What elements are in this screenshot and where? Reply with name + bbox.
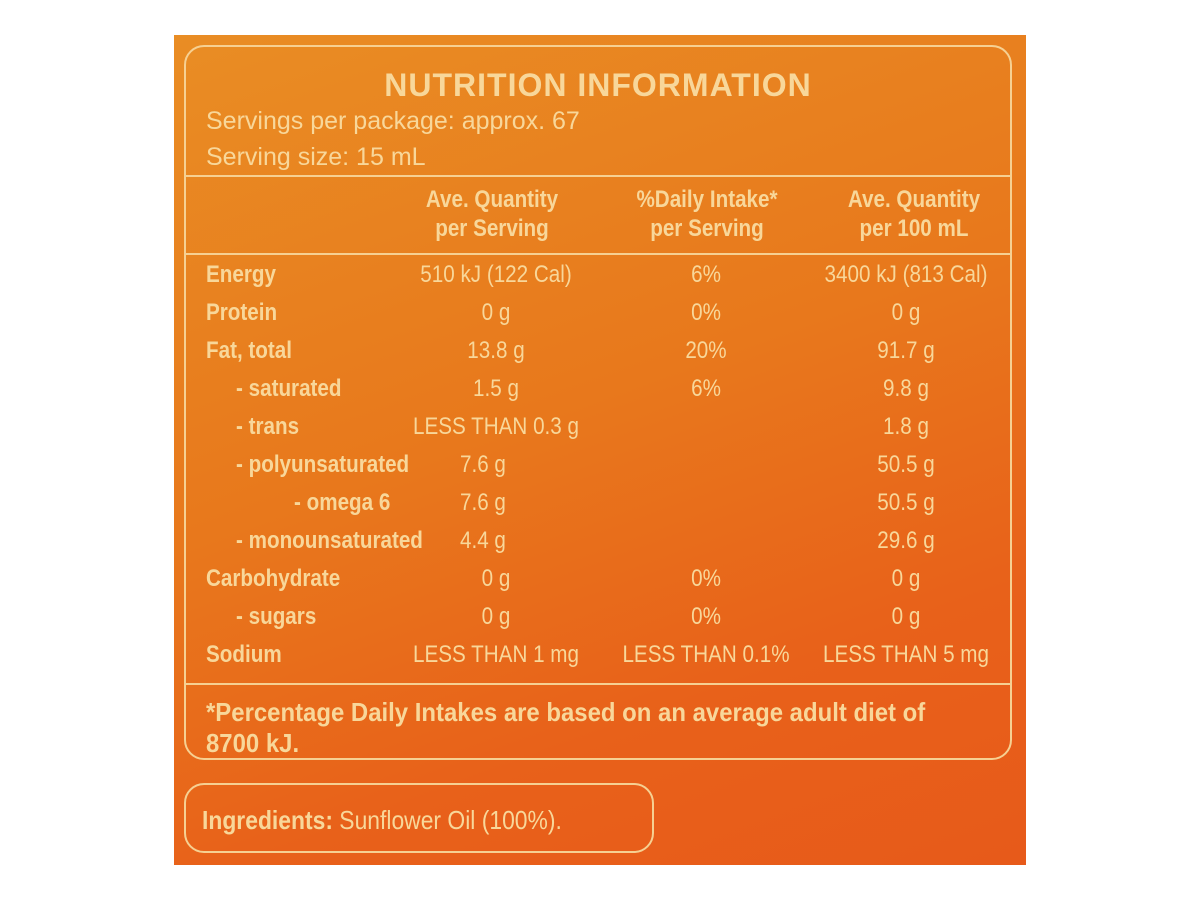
table-row: - saturated 1.5 g 6% 9.8 g <box>186 375 1010 413</box>
per-serving-value: 1.5 g <box>473 375 519 402</box>
table-row: - trans LESS THAN 0.3 g 1.8 g <box>186 413 1010 451</box>
table-row: - monounsaturated 4.4 g 29.6 g <box>186 527 1010 565</box>
nutrition-title: NUTRITION INFORMATION <box>384 67 812 103</box>
per-serving-value: LESS THAN 1 mg <box>413 641 579 668</box>
ingredients-box: Ingredients: Sunflower Oil (100%). <box>184 783 654 853</box>
table-row: - polyunsaturated 7.6 g 50.5 g <box>186 451 1010 489</box>
ingredients-line: Ingredients: Sunflower Oil (100%). <box>202 805 562 836</box>
table-row: Carbohydrate 0 g 0% 0 g <box>186 565 1010 603</box>
servings-per-package: Servings per package: approx. 67 <box>206 107 580 135</box>
per-100ml-value: 0 g <box>891 603 921 630</box>
per-100ml-value: 9.8 g <box>883 375 929 402</box>
nutrient-name: Carbohydrate <box>206 565 341 592</box>
daily-intake-footnote: *Percentage Daily Intakes are based on a… <box>206 697 926 758</box>
daily-intake-value: 0% <box>691 603 721 630</box>
per-100ml-value: 91.7 g <box>877 337 935 364</box>
nutrient-name: Sodium <box>206 641 282 668</box>
table-row: Energy 510 kJ (122 Cal) 6% 3400 kJ (813 … <box>186 261 1010 299</box>
header-daily-intake: %Daily Intake* per Serving <box>617 185 798 243</box>
table-row: - omega 6 7.6 g 50.5 g <box>186 489 1010 527</box>
per-100ml-value: 3400 kJ (813 Cal) <box>824 261 988 288</box>
per-serving-value: 7.6 g <box>460 451 506 478</box>
daily-intake-value: 0% <box>691 299 721 326</box>
nutrient-name: Fat, total <box>206 337 292 364</box>
per-100ml-value: 0 g <box>891 565 921 592</box>
header-daily-intake-line1: %Daily Intake* <box>636 186 778 213</box>
nutrition-label: NUTRITION INFORMATION Servings per packa… <box>174 35 1026 865</box>
nutrition-panel: NUTRITION INFORMATION Servings per packa… <box>184 45 1012 760</box>
daily-intake-value: 0% <box>691 565 721 592</box>
nutrient-name: Energy <box>206 261 276 288</box>
table-row: Fat, total 13.8 g 20% 91.7 g <box>186 337 1010 375</box>
per-100ml-value: 29.6 g <box>877 527 935 554</box>
nutrient-name: - polyunsaturated <box>236 451 410 478</box>
nutrient-name: - sugars <box>236 603 317 630</box>
per-serving-value: 7.6 g <box>460 489 506 516</box>
per-100ml-value: LESS THAN 5 mg <box>823 641 989 668</box>
header-daily-intake-line2: per Serving <box>650 215 764 242</box>
header-per-100ml-line1: Ave. Quantity <box>847 186 981 213</box>
nutrient-name: - saturated <box>236 375 342 402</box>
header-per-100ml-line2: per 100 mL <box>859 215 969 242</box>
per-serving-value: 510 kJ (122 Cal) <box>420 261 572 288</box>
per-serving-value: 0 g <box>481 565 511 592</box>
per-serving-value: 4.4 g <box>460 527 506 554</box>
divider-header <box>186 253 1010 255</box>
daily-intake-value: 6% <box>691 375 721 402</box>
header-per-100ml: Ave. Quantity per 100 mL <box>828 185 1000 243</box>
table-row: Sodium LESS THAN 1 mg LESS THAN 0.1% LES… <box>186 641 1010 679</box>
per-100ml-value: 50.5 g <box>877 489 935 516</box>
per-100ml-value: 1.8 g <box>883 413 929 440</box>
nutrient-name: - monounsaturated <box>236 527 423 554</box>
per-100ml-value: 50.5 g <box>877 451 935 478</box>
per-serving-value: 13.8 g <box>467 337 525 364</box>
table-row: - sugars 0 g 0% 0 g <box>186 603 1010 641</box>
nutrient-name: Protein <box>206 299 278 326</box>
nutrient-name: - trans <box>236 413 300 440</box>
per-serving-value: 0 g <box>481 299 511 326</box>
nutrient-name: - omega 6 <box>294 489 391 516</box>
serving-size: Serving size: 15 mL <box>206 143 426 171</box>
daily-intake-value: LESS THAN 0.1% <box>622 641 790 668</box>
header-per-serving-line1: Ave. Quantity <box>425 186 559 213</box>
header-per-serving: Ave. Quantity per Serving <box>406 185 578 243</box>
per-serving-value: 0 g <box>481 603 511 630</box>
table-row: Protein 0 g 0% 0 g <box>186 299 1010 337</box>
ingredients-label: Ingredients: <box>202 805 333 835</box>
daily-intake-value: 20% <box>685 337 727 364</box>
per-100ml-value: 0 g <box>891 299 921 326</box>
divider-footnote <box>186 683 1010 685</box>
per-serving-value: LESS THAN 0.3 g <box>413 413 579 440</box>
daily-intake-value: 6% <box>691 261 721 288</box>
divider-top <box>186 175 1010 177</box>
ingredients-text: Sunflower Oil (100%). <box>339 805 562 835</box>
header-per-serving-line2: per Serving <box>435 215 549 242</box>
